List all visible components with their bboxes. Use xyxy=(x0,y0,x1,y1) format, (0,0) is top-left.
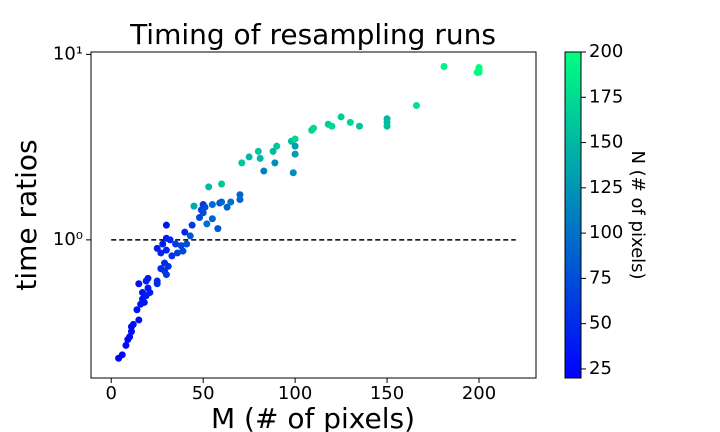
scatter-point xyxy=(195,214,203,222)
scatter-point xyxy=(144,274,152,282)
scatter-point xyxy=(162,246,170,254)
colorbar-label: N (# of pixels) xyxy=(627,150,648,279)
scatter-point xyxy=(162,271,170,279)
scatter-point xyxy=(122,341,130,349)
scatter-point xyxy=(166,236,174,244)
plot-frame xyxy=(90,51,537,379)
scatter-point xyxy=(218,198,226,206)
x-tick-label: 100 xyxy=(278,383,312,404)
scatter-point xyxy=(355,122,363,130)
y-tick-label: 10⁰ xyxy=(53,229,83,250)
y-tick-label: 10¹ xyxy=(53,43,83,64)
scatter-point xyxy=(190,202,198,210)
scatter-point xyxy=(254,147,262,155)
scatter-point xyxy=(205,183,213,191)
scatter-point xyxy=(412,102,420,110)
scatter-point xyxy=(440,63,448,71)
x-tick-label: 200 xyxy=(462,383,496,404)
scatter-point xyxy=(223,203,231,211)
scatter-point xyxy=(129,320,137,328)
colorbar-tick-label: 100 xyxy=(589,222,623,243)
scatter-point xyxy=(186,232,194,240)
scatter-point xyxy=(135,316,143,324)
scatter-point xyxy=(208,215,216,223)
scatter-point xyxy=(256,154,264,162)
scatter-point xyxy=(188,221,196,229)
scatter-point xyxy=(208,201,216,209)
scatter-point xyxy=(291,150,299,158)
scatter-point xyxy=(289,169,297,177)
scatter-point xyxy=(269,147,277,155)
scatter-point xyxy=(291,142,299,150)
y-axis-label: time ratios xyxy=(10,139,43,290)
scatter-point xyxy=(346,118,354,126)
scatter-point xyxy=(201,203,209,211)
scatter-point xyxy=(183,240,191,248)
scatter-point xyxy=(214,225,222,233)
scatter-point xyxy=(118,351,126,359)
scatter-point xyxy=(135,280,143,288)
scatter-point xyxy=(236,191,244,199)
colorbar-tick-label: 125 xyxy=(589,177,623,198)
colorbar-tick-label: 200 xyxy=(589,41,623,62)
scatter-point xyxy=(199,209,207,217)
scatter-point xyxy=(203,220,211,228)
scatter-point xyxy=(177,242,185,250)
scatter-point xyxy=(146,289,154,297)
colorbar-tick-label: 150 xyxy=(589,132,623,153)
colorbar-tick-label: 175 xyxy=(589,86,623,107)
chart-title: Timing of resampling runs xyxy=(129,18,496,51)
scatter-point xyxy=(337,113,345,121)
scatter-point xyxy=(140,298,148,306)
scatter-point xyxy=(291,135,299,143)
scatter-point xyxy=(173,249,181,257)
scatter-point xyxy=(181,228,189,236)
scatter-point xyxy=(162,221,170,229)
scatter-point xyxy=(153,277,161,285)
scatter-point xyxy=(271,159,279,167)
x-axis-label: M (# of pixels) xyxy=(211,402,415,432)
x-tick-label: 0 xyxy=(106,383,117,404)
x-tick-label: 50 xyxy=(192,383,215,404)
scatter-point xyxy=(172,240,180,248)
scatter-point xyxy=(260,167,268,175)
scatter-point xyxy=(157,249,165,257)
scatter-point xyxy=(310,124,317,132)
scatter-point xyxy=(133,306,141,314)
colorbar-tick-label: 25 xyxy=(589,358,612,379)
scatter-point xyxy=(168,252,176,260)
scatter-point xyxy=(238,159,246,167)
colorbar xyxy=(564,51,582,379)
scatter-point xyxy=(218,180,226,188)
scatter-point xyxy=(127,328,135,336)
scatter-point xyxy=(159,240,167,248)
scatter-point xyxy=(383,122,391,130)
scatter-point xyxy=(475,68,483,76)
scatter-point xyxy=(328,122,336,130)
colorbar-tick-label: 75 xyxy=(589,267,612,288)
x-tick-label: 150 xyxy=(370,383,404,404)
scatter-point xyxy=(273,142,281,150)
scatter-point xyxy=(245,153,253,161)
scatter-point xyxy=(179,247,187,255)
colorbar-tick-label: 50 xyxy=(589,313,612,334)
scatter-point xyxy=(164,262,172,270)
scatter-point xyxy=(227,198,235,206)
